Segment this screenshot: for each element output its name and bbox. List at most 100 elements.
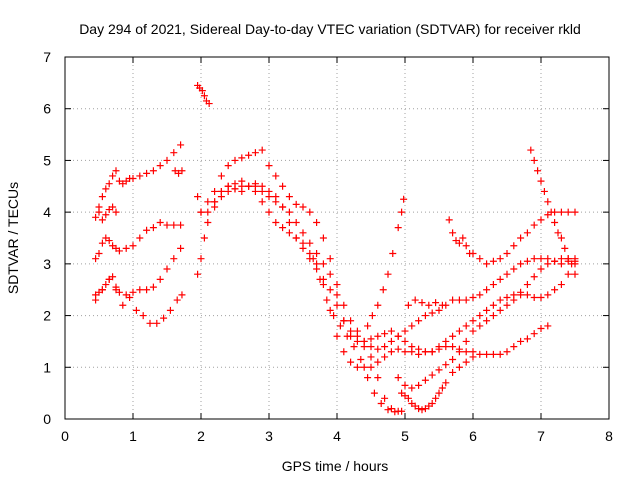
data-point <box>449 332 457 340</box>
data-point <box>316 275 324 283</box>
data-point <box>330 312 338 320</box>
data-point <box>109 172 117 180</box>
data-point <box>537 325 545 332</box>
data-point <box>102 211 110 219</box>
data-point <box>238 187 246 195</box>
data-point <box>350 343 358 351</box>
data-point <box>401 381 409 389</box>
data-point <box>238 154 246 162</box>
data-point <box>557 208 565 216</box>
data-point <box>496 306 504 314</box>
data-point <box>551 218 559 226</box>
series-16 <box>404 296 446 309</box>
data-point <box>455 239 463 247</box>
data-point <box>455 363 463 371</box>
data-point <box>333 291 341 299</box>
data-point <box>469 293 477 301</box>
data-point <box>163 156 171 164</box>
data-point <box>421 376 429 384</box>
data-point <box>353 363 361 371</box>
data-point <box>435 306 443 314</box>
data-point <box>319 234 327 242</box>
data-point <box>119 301 127 309</box>
data-point <box>272 172 280 180</box>
data-point <box>374 358 382 366</box>
series-11 <box>211 180 402 415</box>
data-point <box>285 208 293 216</box>
data-point <box>160 314 168 322</box>
data-point <box>432 394 440 402</box>
data-point <box>571 208 579 216</box>
data-point <box>554 229 562 237</box>
data-point <box>170 255 178 263</box>
data-point <box>115 247 123 255</box>
data-point <box>523 229 531 237</box>
y-tick-label: 5 <box>43 152 51 168</box>
data-point <box>530 156 538 164</box>
data-point <box>285 229 293 237</box>
data-point <box>537 265 545 273</box>
data-point <box>483 350 491 358</box>
series-18 <box>527 146 579 278</box>
data-point <box>408 384 416 392</box>
data-point <box>445 216 453 224</box>
data-point <box>333 332 341 340</box>
data-point <box>425 301 433 309</box>
data-point <box>411 296 419 304</box>
data-point <box>95 208 103 216</box>
data-points <box>92 81 579 416</box>
data-point <box>398 407 406 415</box>
data-point <box>149 283 157 291</box>
data-point <box>112 167 120 175</box>
data-point <box>368 312 376 320</box>
data-point <box>112 286 120 294</box>
data-point <box>415 381 423 389</box>
data-point <box>177 141 185 149</box>
data-point <box>279 182 287 190</box>
series-15 <box>394 255 579 392</box>
data-point <box>496 296 504 304</box>
data-point <box>105 237 113 245</box>
data-point <box>178 291 186 299</box>
data-point <box>122 244 130 252</box>
data-point <box>163 265 171 273</box>
data-point <box>469 327 477 335</box>
data-point <box>197 255 205 263</box>
data-point <box>530 221 538 229</box>
data-point <box>557 255 565 263</box>
data-point <box>217 172 225 180</box>
data-point <box>217 187 225 195</box>
data-point <box>476 291 484 299</box>
data-point <box>469 250 477 258</box>
data-point <box>401 337 409 345</box>
data-point <box>360 343 368 351</box>
data-point <box>381 353 389 361</box>
data-point <box>374 345 382 353</box>
data-point <box>442 337 450 345</box>
data-point <box>306 239 314 247</box>
data-point <box>415 405 423 413</box>
data-point <box>98 216 106 224</box>
data-point <box>347 327 355 335</box>
data-point <box>503 293 511 301</box>
data-point <box>166 306 174 314</box>
data-point <box>394 345 402 353</box>
data-point <box>323 296 331 304</box>
data-point <box>347 317 355 325</box>
data-point <box>404 301 412 309</box>
data-point <box>306 208 314 216</box>
data-point <box>265 162 273 170</box>
data-point <box>449 296 457 304</box>
data-point <box>544 260 552 268</box>
data-point <box>149 167 157 175</box>
grid <box>65 57 609 419</box>
data-point <box>367 343 375 351</box>
data-point <box>299 203 307 211</box>
data-point <box>102 185 110 193</box>
data-point <box>313 250 321 258</box>
data-point <box>421 312 429 320</box>
data-point <box>517 337 525 345</box>
x-tick-label: 0 <box>61 428 69 444</box>
series-2 <box>92 218 185 263</box>
data-point <box>279 203 287 211</box>
